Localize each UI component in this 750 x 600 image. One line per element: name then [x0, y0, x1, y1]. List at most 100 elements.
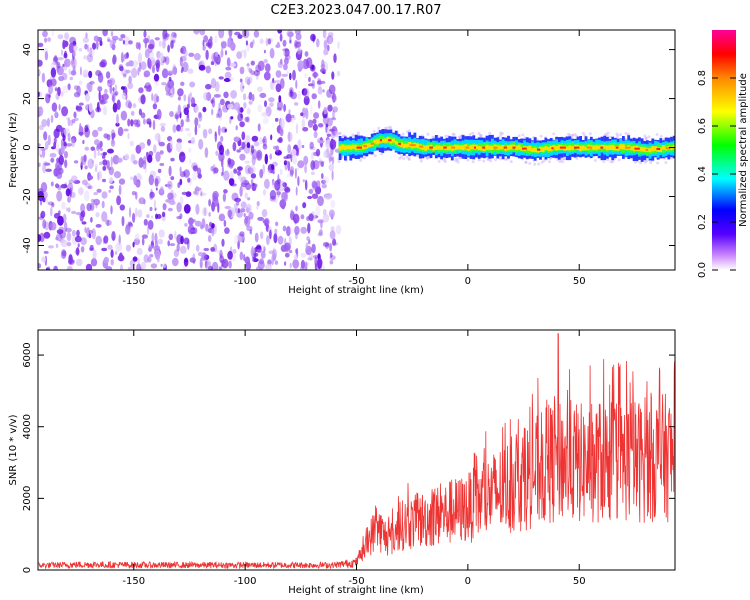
- spectrogram-noise-cell: [213, 94, 221, 98]
- spectrogram-noise-cell: [68, 42, 74, 54]
- spectrogram-noise-cell: [260, 250, 266, 259]
- spectrogram-noise-cell: [80, 210, 86, 218]
- spectrogram-noise-cell: [224, 205, 231, 210]
- spectrogram-noise-cell: [110, 129, 116, 140]
- spectrogram-noise-cell: [99, 99, 106, 105]
- spectrogram-halo-cell: [617, 158, 621, 162]
- spectrogram-noise-cell: [329, 230, 336, 240]
- spectrogram-noise-cell: [324, 32, 327, 43]
- spectrogram-noise-cell: [232, 249, 237, 254]
- spectrogram-halo-cell: [609, 160, 613, 164]
- spectrogram-noise-cell: [75, 247, 80, 256]
- spectrogram-noise-cell: [244, 164, 252, 175]
- spectrogram-halo-cell: [373, 154, 377, 158]
- spectrogram-noise-cell: [154, 132, 161, 142]
- spectrogram-halo-cell: [567, 132, 570, 136]
- spectrogram-noise-cell: [43, 250, 49, 254]
- spectrogram-noise-cell: [282, 225, 287, 232]
- spectrogram-noise-cell: [194, 105, 199, 113]
- spectrogram-noise-cell: [172, 124, 177, 133]
- spectrogram-noise-cell: [153, 73, 160, 82]
- spectrogram-halo-cell: [356, 133, 360, 137]
- spectrogram-noise-cell: [297, 139, 302, 151]
- spectrogram-noise-cell: [87, 186, 92, 189]
- spectrogram-noise-cell: [47, 201, 54, 206]
- spectrogram-noise-cell: [262, 138, 266, 143]
- spectrogram-noise-cell: [275, 83, 282, 93]
- spectrogram-noise-cell: [157, 238, 163, 245]
- spectrogram-halo-cell: [571, 133, 575, 137]
- spectrogram-noise-cell: [71, 229, 76, 237]
- spectrogram-noise-cell: [160, 125, 166, 132]
- spectrogram-signal-cell: [394, 140, 398, 145]
- spectrogram-halo-cell: [405, 155, 409, 159]
- spectrogram-noise-cell: [132, 256, 138, 262]
- spectrogram-noise-cell: [161, 82, 167, 86]
- spectrogram-noise-cell: [51, 102, 58, 112]
- spectrogram-noise-cell: [55, 236, 59, 241]
- spectrogram-noise-cell: [89, 47, 93, 58]
- spectrogram-signal-cell: [376, 139, 379, 145]
- spectrogram-noise-cell: [177, 182, 181, 189]
- spectrogram-noise-cell: [65, 188, 71, 197]
- spectrogram-noise-cell: [112, 87, 115, 92]
- spectrogram-noise-cell: [304, 164, 307, 174]
- spectrogram-signal-cell: [426, 145, 430, 150]
- figure-title: C2E3.2023.047.00.17.R07: [270, 3, 441, 18]
- spectrogram-noise-cell: [269, 48, 275, 59]
- spectrogram-halo-cell: [561, 160, 564, 164]
- spectrogram-noise-cell: [278, 95, 282, 103]
- spectrogram-noise-cell: [295, 147, 300, 157]
- spectrogram-noise-cell: [329, 128, 335, 132]
- snr-ylabel: SNR (10 * v/v): [8, 414, 19, 485]
- spectrogram-noise-cell: [98, 90, 101, 102]
- spectrogram-noise-cell: [87, 158, 94, 169]
- spectrogram-noise-cell: [328, 209, 335, 218]
- spectrogram-peak-cell: [493, 146, 498, 149]
- spectrogram-noise-cell: [218, 144, 225, 156]
- spectrogram-noise-cell: [176, 243, 180, 252]
- spectrogram-peak-cell: [645, 148, 648, 151]
- spectrogram-halo-cell: [659, 134, 663, 138]
- spectrogram-noise-cell: [317, 100, 321, 109]
- spectrogram-noise-cell: [215, 51, 219, 58]
- spectrogram-noise-cell: [289, 228, 294, 234]
- spectrogram-noise-cell: [71, 59, 75, 65]
- spectrogram-noise-cell: [112, 102, 118, 113]
- snr-panel: -150 -100 -50 0 50 0 2000 4000 6000 Height of st…: [8, 329, 676, 596]
- spectrogram-y-tick-label: -40: [22, 237, 33, 253]
- spectrogram-noise-cell: [313, 112, 320, 119]
- snr-x-tick-label: -50: [348, 576, 364, 587]
- spectrogram-noise-cell: [331, 170, 334, 181]
- spectrogram-noise-cell: [277, 235, 284, 245]
- spectrogram-noise-cell: [107, 244, 113, 250]
- spectrogram-signal-cell: [437, 145, 441, 150]
- spectrogram-peak-cell: [634, 147, 640, 150]
- spectrogram-noise-cell: [220, 98, 225, 106]
- spectrogram-noise-cell: [295, 123, 299, 135]
- spectrogram-noise-cell: [250, 173, 257, 179]
- spectrogram-noise-cell: [151, 92, 154, 102]
- spectrogram-noise-cell: [119, 65, 124, 72]
- spectrogram-noise-cell: [239, 231, 245, 237]
- spectrogram-noise-cell: [72, 44, 78, 52]
- spectrogram-noise-cell: [295, 79, 298, 89]
- spectrogram-noise-cell: [76, 229, 80, 237]
- spectrogram-noise-cell: [204, 147, 209, 159]
- spectrogram-noise-cell: [177, 104, 181, 115]
- spectrogram-noise-cell: [229, 77, 234, 81]
- spectrogram-noise-cell: [179, 178, 183, 186]
- spectrogram-signal-cell: [456, 144, 460, 150]
- spectrogram-noise-cell: [294, 168, 297, 179]
- spectrogram-noise-cell: [89, 80, 95, 85]
- spectrogram-halo-cell: [468, 133, 472, 136]
- spectrogram-noise-cell: [48, 94, 51, 98]
- spectrogram-noise-cell: [110, 205, 113, 215]
- spectrogram-noise-cell: [285, 70, 290, 75]
- spectrogram-noise-cell: [57, 86, 61, 97]
- spectrogram-noise-cell: [220, 172, 224, 177]
- spectrogram-noise-cell: [289, 169, 294, 177]
- spectrogram-peak-cell: [586, 146, 593, 149]
- spectrogram-noise-cell: [309, 141, 314, 150]
- spectrogram-noise-cell: [177, 88, 184, 97]
